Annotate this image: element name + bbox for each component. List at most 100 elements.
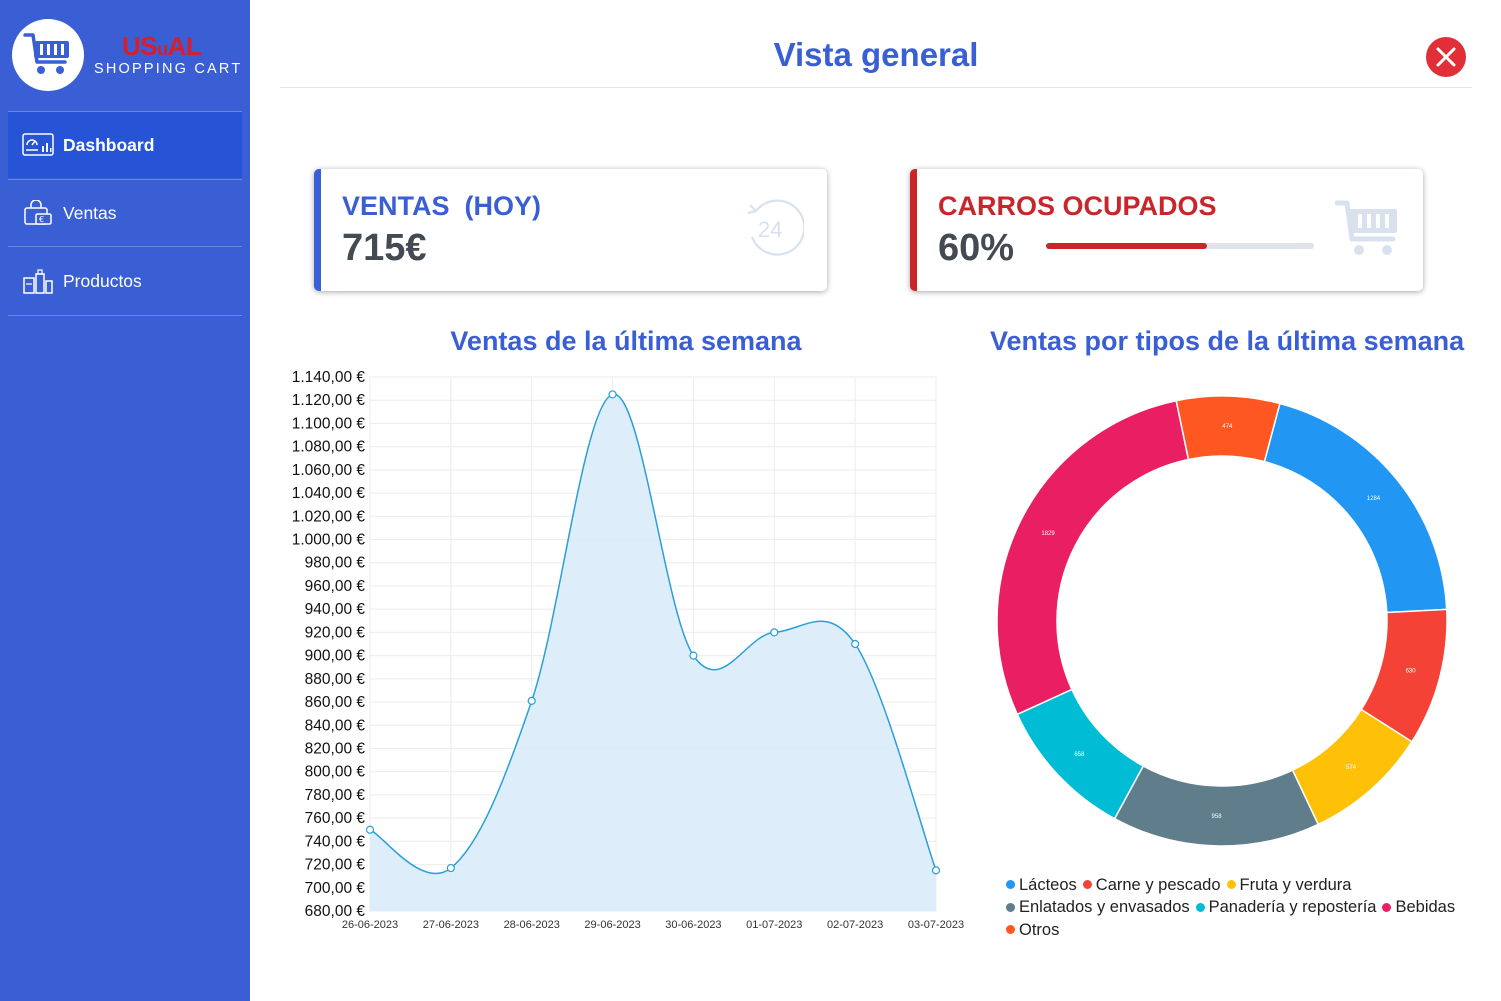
svg-text:24: 24 (758, 217, 782, 242)
sidebar-item-ventas[interactable]: € Ventas (8, 180, 242, 246)
y-tick-label: 820,00 € (305, 740, 366, 757)
close-icon (1436, 47, 1456, 67)
data-point[interactable] (851, 639, 860, 649)
sidebar-item-label: Productos (63, 270, 142, 291)
y-tick-label: 940,00 € (305, 601, 366, 618)
data-point[interactable] (446, 863, 455, 873)
legend-item[interactable]: Otros (1006, 919, 1059, 941)
series-line (369, 393, 937, 875)
y-tick-label: 740,00 € (305, 833, 366, 850)
legend-label: Panadería y repostería (1208, 898, 1377, 916)
legend-item[interactable]: Carne y pescado (1082, 874, 1221, 896)
page-title: Vista general (773, 36, 979, 73)
x-tick-label: 01-07-2023 (746, 919, 802, 931)
series-area (370, 394, 936, 911)
y-tick-label: 800,00 € (305, 764, 366, 781)
legend-item[interactable]: Panadería y repostería (1195, 896, 1377, 918)
y-tick-label: 1.040,00 € (292, 485, 366, 502)
products-icon (23, 269, 53, 294)
sales-today-card: VENTAS (HOY) 715€ 24 (314, 169, 827, 291)
header-divider (280, 87, 1472, 88)
sidebar-item-label: Ventas (63, 202, 117, 223)
slice-value-label: 1284 (1367, 496, 1381, 502)
brand-subtitle: SHOPPING CART (94, 61, 243, 77)
sidebar-item-dashboard[interactable]: Dashboard (8, 112, 242, 178)
slice-value-label: 474 (1222, 424, 1233, 430)
legend-swatch (1006, 902, 1015, 912)
y-tick-label: 880,00 € (305, 671, 366, 688)
slice-value-label: 658 (1074, 752, 1085, 758)
donut-slice[interactable] (1113, 764, 1320, 847)
slice-value-label: 630 (1406, 669, 1417, 675)
data-point[interactable] (770, 628, 779, 637)
data-point[interactable] (608, 390, 617, 399)
legend-item[interactable]: Fruta y verdura (1226, 874, 1351, 896)
y-tick-label: 720,00 € (305, 857, 366, 874)
close-button[interactable] (1426, 37, 1466, 77)
donut-slice[interactable] (996, 399, 1190, 716)
brand-title: USuAL (122, 31, 202, 62)
sales-today-value: 715€ (342, 227, 427, 269)
nav-divider (8, 179, 242, 180)
donut-legend: Lácteos Carne y pescado Fruta y verdura Enl… (1006, 873, 1476, 941)
y-tick-label: 900,00 € (305, 648, 366, 665)
y-tick-label: 1.060,00 € (292, 462, 366, 479)
legend-item[interactable]: Enlatados y envasados (1006, 896, 1190, 918)
brand-logo[interactable]: USuAL SHOPPING CART (12, 19, 252, 91)
line-chart-title: Ventas de la última semana (450, 326, 802, 356)
nav-divider (8, 315, 242, 316)
y-tick-label: 1.020,00 € (292, 508, 366, 525)
legend-swatch (1226, 880, 1236, 889)
data-point[interactable] (931, 866, 941, 875)
legend-label: Lácteos (1019, 875, 1077, 894)
y-tick-label: 1.120,00 € (292, 392, 366, 409)
slice-value-label: 1829 (1041, 531, 1055, 537)
legend-swatch (1006, 880, 1015, 889)
y-tick-label: 920,00 € (305, 624, 366, 641)
y-tick-label: 1.100,00 € (292, 415, 366, 432)
sales-week-line-chart: 1.140,00 € 1.120,00 € 1.100,00 € 1.080,00 €… (292, 369, 964, 931)
data-point[interactable] (365, 825, 375, 834)
donut-chart-title: Ventas por tipos de la última semana (990, 326, 1465, 356)
sidebar: USuAL SHOPPING CART Dashboard € Ventas (0, 0, 250, 1001)
shopping-cart-icon (1335, 200, 1397, 255)
x-tick-label: 03-07-2023 (908, 919, 964, 931)
x-tick-label: 27-06-2023 (423, 919, 479, 931)
sales-bag-icon: € (24, 200, 52, 225)
y-tick-label: 1.140,00 € (292, 369, 366, 386)
y-tick-label: 960,00 € (305, 578, 366, 595)
brand-title-us: US (122, 31, 158, 61)
legend-label: Bebidas (1395, 898, 1456, 916)
legend-swatch (1382, 902, 1392, 912)
legend-label: Enlatados y envasados (1019, 898, 1190, 916)
x-tick-label: 30-06-2023 (665, 919, 721, 931)
sidebar-item-productos[interactable]: Productos (8, 248, 242, 314)
y-tick-label: 700,00 € (305, 880, 366, 897)
legend-item[interactable]: Bebidas (1382, 896, 1455, 918)
occupied-carts-value: 60% (938, 227, 1015, 269)
y-tick-label: 760,00 € (305, 810, 366, 827)
nav-divider (8, 246, 242, 247)
occupied-carts-progress (1046, 243, 1314, 249)
y-tick-label: 1.000,00 € (292, 532, 366, 549)
svg-text:€: € (39, 215, 44, 224)
donut-slice[interactable] (1175, 395, 1281, 463)
cart-logo-icon (12, 19, 84, 91)
y-tick-label: 840,00 € (305, 717, 366, 734)
occupied-carts-progress-fill (1046, 243, 1207, 249)
donut-slice[interactable] (1263, 402, 1448, 614)
legend-swatch (1082, 880, 1092, 889)
brand-title-u: u (157, 39, 168, 59)
slice-value-label: 574 (1346, 765, 1357, 771)
x-tick-label: 26-06-2023 (342, 919, 398, 931)
legend-item[interactable]: Lácteos (1006, 874, 1077, 896)
occupied-carts-label: CARROS OCUPADOS (938, 191, 1217, 221)
y-tick-label: 680,00 € (305, 903, 366, 920)
x-tick-label: 29-06-2023 (584, 919, 640, 931)
data-point[interactable] (689, 651, 698, 660)
occupied-carts-card: CARROS OCUPADOS 60% (910, 169, 1423, 291)
x-tick-label: 02-07-2023 (827, 919, 883, 931)
slice-value-label: 958 (1212, 814, 1223, 820)
data-point[interactable] (527, 696, 536, 705)
legend-swatch (1006, 925, 1015, 934)
